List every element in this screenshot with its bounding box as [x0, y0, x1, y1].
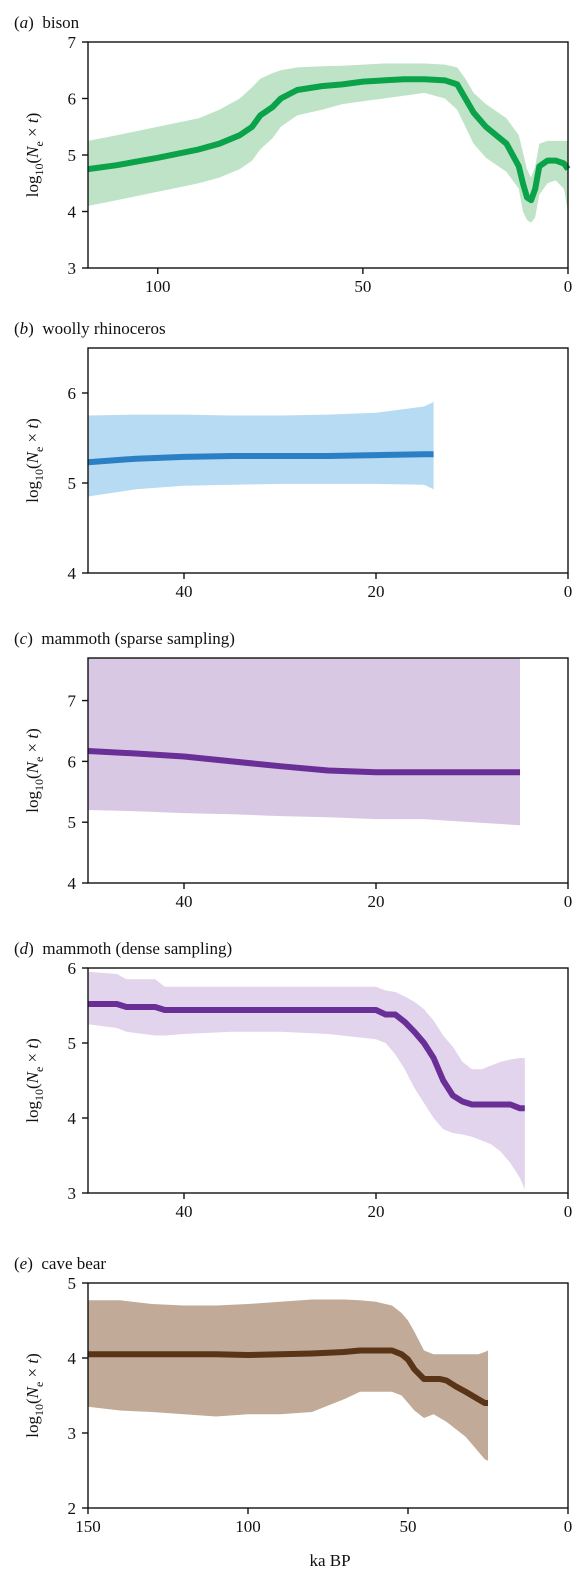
credible-interval-band	[88, 971, 525, 1190]
y-axis-label: log10(Ne × t)	[23, 1038, 46, 1123]
plot-frame	[87, 967, 569, 1194]
panel-title: woolly rhinoceros	[42, 319, 165, 338]
panel-letter: e	[20, 1254, 28, 1273]
plot-frame	[87, 1282, 569, 1509]
y-tick-label: 3	[68, 259, 77, 278]
x-tick-label: 0	[564, 277, 573, 296]
y-tick-label: 7	[68, 33, 77, 52]
x-tick-label: 50	[400, 1517, 417, 1536]
y-tick-label: 4	[68, 874, 77, 893]
median-line	[87, 748, 520, 776]
panel-heading: (d) mammoth (dense sampling)	[14, 939, 232, 958]
y-tick-label: 6	[68, 752, 77, 771]
y-tick-label: 6	[68, 384, 77, 403]
y-tick-label: 4	[68, 203, 77, 222]
credible-interval-band	[88, 402, 434, 497]
panel-heading: (c) mammoth (sparse sampling)	[14, 629, 235, 648]
x-tick-label: 20	[368, 582, 385, 601]
x-tick-label: 0	[564, 1202, 573, 1221]
x-tick-label: 150	[75, 1517, 101, 1536]
x-tick-label: 50	[354, 277, 371, 296]
credible-interval-band	[88, 1299, 488, 1461]
credible-interval-band	[88, 658, 520, 826]
y-tick-label: 6	[68, 959, 77, 978]
y-tick-label: 6	[68, 90, 77, 109]
panel-heading: (b) woolly rhinoceros	[14, 319, 166, 338]
y-tick-label: 4	[68, 1109, 77, 1128]
panel-letter: b	[20, 319, 29, 338]
y-tick-label: 4	[68, 1349, 77, 1368]
y-tick-label: 7	[68, 692, 77, 711]
y-tick-label: 5	[68, 474, 77, 493]
chart-panel-c: (c) mammoth (sparse sampling) 40 20 0 4 5 6 7 lo…	[14, 629, 572, 911]
y-axis-label: log10(Ne × t)	[23, 418, 46, 503]
chart-panel-a: (a) bison 100 50 0 3 4 5 6 7 log10(Ne × t)	[14, 13, 572, 296]
panel-letter: d	[20, 939, 29, 958]
median-line	[87, 76, 571, 204]
x-tick-label: 100	[145, 277, 171, 296]
panel-title: mammoth (sparse sampling)	[41, 629, 235, 648]
plot-frame	[87, 347, 569, 574]
panel-title: bison	[42, 13, 79, 32]
x-tick-label: 100	[235, 1517, 261, 1536]
chart-panel-b: (b) woolly rhinoceros 40 20 0 4 5 6 log10(Ne × …	[14, 319, 572, 601]
plot-frame	[87, 657, 569, 884]
chart-panel-d: (d) mammoth (dense sampling) 40 20 0 3 4 5 6 log…	[14, 939, 572, 1221]
y-tick-label: 5	[68, 1274, 77, 1293]
x-axis-label: ka BP	[309, 1551, 350, 1570]
panel-letter: c	[20, 629, 28, 648]
y-tick-label: 5	[68, 813, 77, 832]
median-line	[88, 1347, 488, 1406]
x-tick-label: 40	[176, 1202, 193, 1221]
median-line	[88, 1001, 525, 1112]
credible-interval-band	[88, 63, 568, 223]
x-tick-label: 0	[564, 1517, 573, 1536]
x-tick-label: 0	[564, 582, 573, 601]
y-tick-label: 5	[68, 1034, 77, 1053]
panel-heading: (e) cave bear	[14, 1254, 106, 1273]
x-tick-label: 20	[368, 892, 385, 911]
x-tick-label: 40	[176, 892, 193, 911]
x-tick-label: 20	[368, 1202, 385, 1221]
chart-panel-e: (e) cave bear 150 100 50 0 2 3 4 5 log10(Ne × t)	[14, 1254, 572, 1536]
x-tick-label: 0	[564, 892, 573, 911]
median-line	[87, 451, 434, 466]
y-axis-label: log10(Ne × t)	[23, 113, 46, 198]
panel-heading: (a) bison	[14, 13, 80, 32]
panel-title: cave bear	[41, 1254, 106, 1273]
y-tick-label: 4	[68, 564, 77, 583]
x-tick-label: 40	[176, 582, 193, 601]
y-tick-label: 3	[68, 1184, 77, 1203]
y-axis-label: log10(Ne × t)	[23, 1353, 46, 1438]
y-axis-label: log10(Ne × t)	[23, 728, 46, 813]
y-tick-label: 3	[68, 1424, 77, 1443]
panel-letter: a	[20, 13, 29, 32]
y-tick-label: 5	[68, 146, 77, 165]
y-tick-label: 2	[68, 1499, 77, 1518]
panel-title: mammoth (dense sampling)	[42, 939, 232, 958]
